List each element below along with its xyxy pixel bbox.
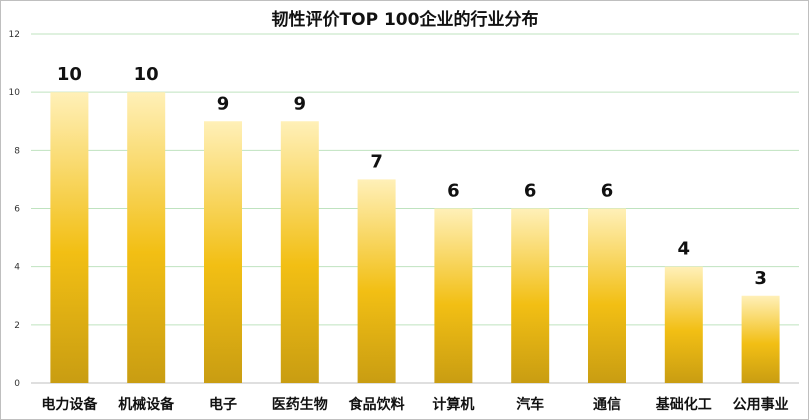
bar [664, 266, 703, 383]
bar [511, 208, 550, 383]
y-tick-label: 2 [14, 321, 20, 331]
bar-value-label: 6 [447, 181, 460, 202]
x-category-label: 计算机 [432, 396, 474, 413]
x-category-label: 汽车 [516, 396, 544, 413]
chart-title: 韧性评价TOP 100企业的行业分布 [272, 9, 539, 30]
x-category-label: 机械设备 [118, 396, 175, 413]
bar-value-label: 9 [294, 93, 307, 114]
bar-value-label: 10 [134, 64, 159, 85]
y-tick-label: 6 [14, 205, 20, 215]
y-tick-label: 10 [9, 88, 21, 98]
bar-value-label: 3 [754, 268, 767, 289]
x-category-label: 通信 [593, 396, 621, 413]
bar [204, 121, 242, 383]
y-tick-label: 12 [9, 30, 20, 40]
value-labels: 10 10 9 9 7 6 6 6 4 3 [57, 64, 767, 289]
bars [50, 92, 780, 384]
x-category-label: 基础化工 [656, 396, 712, 413]
x-category-label: 食品饮料 [349, 396, 405, 413]
x-category-label: 公用事业 [733, 396, 789, 413]
x-category-label: 电子 [209, 396, 237, 413]
y-tick-label: 4 [14, 263, 20, 273]
bar-value-label: 9 [217, 93, 230, 114]
y-tick-label: 0 [14, 379, 20, 389]
bar [280, 121, 319, 383]
category-labels: 电力设备 机械设备 电子 医药生物 食品饮料 计算机 汽车 通信 基础化工 公用事业 [41, 396, 788, 413]
y-tick-label: 8 [14, 146, 20, 156]
x-category-label: 医药生物 [272, 396, 328, 413]
bar-value-label: 6 [524, 181, 537, 202]
bar [741, 295, 780, 383]
x-category-label: 电力设备 [41, 396, 98, 413]
bar [127, 92, 166, 384]
bar [50, 92, 89, 384]
bar-value-label: 6 [601, 181, 614, 202]
bar-value-label: 10 [57, 64, 82, 85]
bar [588, 208, 626, 383]
bar [357, 179, 396, 383]
bar-value-label: 7 [370, 151, 383, 172]
bar [434, 208, 473, 383]
bar-value-label: 4 [678, 239, 691, 260]
